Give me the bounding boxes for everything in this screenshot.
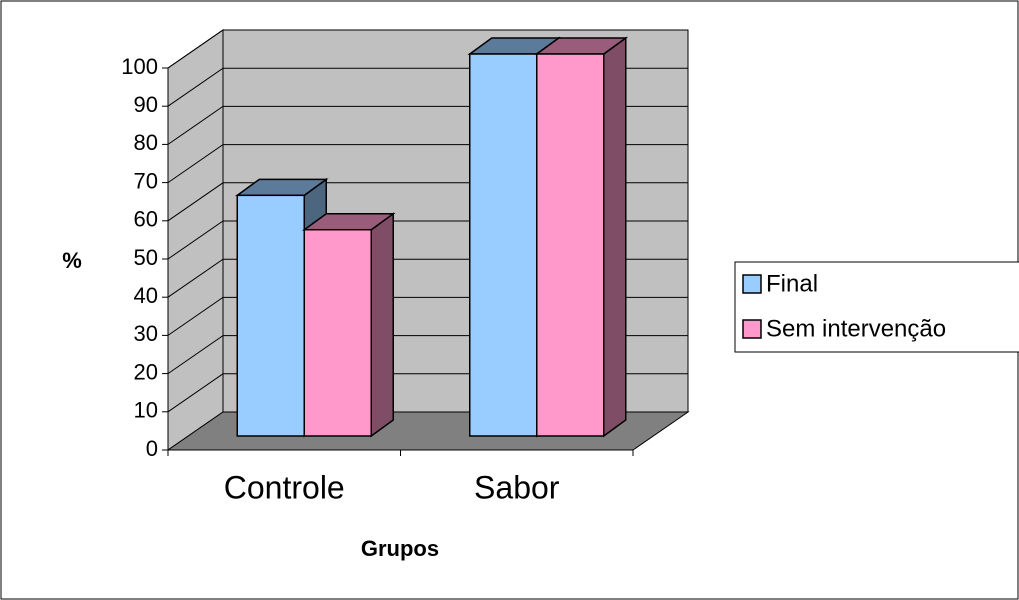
y-tick-label: 10 xyxy=(134,398,158,423)
bar-side xyxy=(370,212,394,438)
y-tick-label: 0 xyxy=(146,436,158,461)
y-tick-label: 50 xyxy=(134,245,158,270)
x-axis-label: Grupos xyxy=(361,536,439,561)
y-tick-label: 30 xyxy=(134,321,158,346)
bar xyxy=(301,212,396,438)
bar-side xyxy=(603,36,627,438)
y-tick-label: 20 xyxy=(134,359,158,384)
x-tick-label: Sabor xyxy=(474,469,560,505)
y-tick-label: 40 xyxy=(134,283,158,308)
y-tick-label: 90 xyxy=(134,92,158,117)
legend-box xyxy=(734,261,1019,353)
bar-front xyxy=(536,53,605,437)
bar-front xyxy=(303,228,372,437)
y-axis-label: % xyxy=(62,248,82,273)
legend: Final Sem intervenção xyxy=(734,261,1019,353)
y-tick-label: 60 xyxy=(134,207,158,232)
legend-label: Sem intervenção xyxy=(766,315,946,342)
legend-swatch xyxy=(742,319,762,339)
legend-swatch xyxy=(742,274,762,294)
bar-front xyxy=(469,53,538,437)
bar xyxy=(534,36,629,438)
x-tick-label: Controle xyxy=(224,469,345,505)
y-tick-label: 100 xyxy=(121,54,158,79)
y-tick-label: 70 xyxy=(134,168,158,193)
grid-line xyxy=(167,29,688,69)
bar-front xyxy=(236,194,305,437)
legend-label: Final xyxy=(766,270,818,297)
y-tick-label: 80 xyxy=(134,130,158,155)
